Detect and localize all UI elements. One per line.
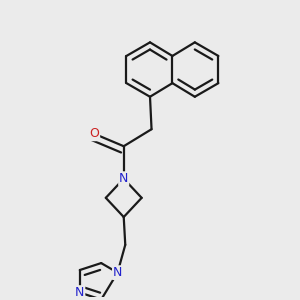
Text: N: N bbox=[75, 286, 85, 299]
Text: N: N bbox=[113, 266, 122, 279]
Text: N: N bbox=[119, 172, 128, 185]
Text: O: O bbox=[89, 128, 99, 140]
